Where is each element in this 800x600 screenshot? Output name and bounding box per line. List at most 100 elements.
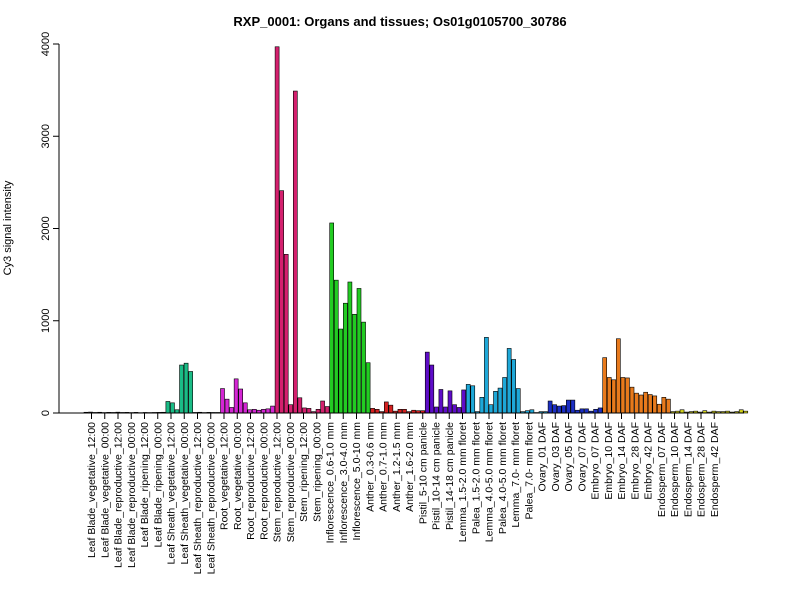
- x-tick-label: Inflorescence_5.0-10 mm: [351, 422, 363, 541]
- x-tick-label: Anther_0.7-1.0 mm: [378, 422, 390, 512]
- bar: [638, 394, 644, 414]
- x-tick-label: Leaf Blade_vegetative_12:00: [86, 422, 98, 558]
- x-tick-label: Stem_reproductive_12:00: [272, 422, 284, 542]
- bar: [484, 337, 489, 414]
- x-tick-label: Anther_0.3-0.6 mm: [364, 422, 376, 512]
- bar: [661, 397, 667, 414]
- bar: [333, 279, 339, 414]
- x-tick-label: Embryo_07 DAF: [590, 422, 602, 500]
- bar: [424, 351, 430, 414]
- x-tick-label: Inflorescence_0.6-1.0 mm: [325, 422, 337, 544]
- x-tick-label: Palea_1.5-2.0 mm floret: [470, 422, 482, 534]
- bar: [288, 404, 294, 414]
- x-tick-label: Embryo_14 DAF: [616, 422, 628, 500]
- bar: [170, 402, 175, 414]
- bar: [270, 405, 275, 414]
- bar: [297, 397, 303, 414]
- bar: [224, 398, 230, 414]
- x-tick-label: Root_reproductive_12:00: [245, 422, 257, 540]
- bar: [602, 357, 608, 414]
- x-tick-label: Embryo_42 DAF: [643, 422, 655, 500]
- bar: [579, 408, 585, 414]
- bar: [179, 364, 184, 414]
- bar: [374, 409, 380, 414]
- bar: [584, 408, 589, 414]
- x-tick-label: Stem_ripening_00:00: [311, 422, 323, 522]
- bar: [279, 190, 284, 414]
- x-tick-label: Endosperm_07 DAF: [656, 422, 668, 517]
- x-tick-label: Endosperm_42 DAF: [709, 422, 721, 517]
- bar: [402, 409, 407, 414]
- x-tick-label: Lemma_4.0-5.0 mm floret: [484, 422, 496, 542]
- x-tick-label: Pistil_5-10 cm panicle: [417, 422, 429, 524]
- bar: [743, 410, 749, 414]
- bar: [261, 409, 266, 414]
- bar: [611, 379, 617, 414]
- y-tick-label: 1000: [40, 309, 52, 333]
- x-tick-label: Leaf Blade_ripening_12:00: [139, 422, 151, 548]
- bar: [479, 397, 485, 414]
- bar: [597, 407, 603, 414]
- bar: [616, 338, 621, 414]
- axes-layer: 0 1000 2000 3000 4000: [40, 32, 744, 416]
- bar: [456, 407, 462, 414]
- bar: [356, 288, 362, 414]
- bar: [361, 321, 366, 414]
- x-tick-labels: Leaf Blade_vegetative_12:00 Leaf Blade_ve…: [86, 413, 721, 574]
- x-tick-label: Ovary_07 DAF: [576, 422, 588, 491]
- bar: [493, 391, 498, 414]
- bar: [506, 348, 512, 414]
- bar: [488, 404, 494, 414]
- x-tick-label: Embryo_10 DAF: [603, 422, 615, 500]
- bar: [252, 409, 257, 414]
- bar: [338, 328, 344, 414]
- x-tick-label: Ovary_01 DAF: [537, 422, 549, 491]
- bar: [324, 406, 330, 414]
- bar: [643, 391, 648, 414]
- bar: [625, 377, 630, 414]
- bar: [443, 406, 448, 414]
- bar: [547, 400, 553, 414]
- x-tick-label: Leaf Blade_reproductive_12:00: [113, 422, 125, 568]
- x-tick-label: Root_vegetative_12:00: [219, 422, 231, 530]
- x-tick-label: Lemma_7.0- mm floret: [510, 422, 522, 528]
- bar: [292, 90, 298, 414]
- bar: [570, 399, 576, 414]
- y-tick-label: 4000: [40, 32, 52, 56]
- bar: [343, 302, 348, 414]
- bar: [347, 281, 353, 414]
- y-tick-label: 2000: [40, 216, 52, 240]
- bar: [511, 359, 517, 414]
- bar: [515, 388, 521, 414]
- bar: [188, 371, 193, 414]
- bar: [274, 46, 280, 414]
- bar: [556, 405, 562, 414]
- bar: [447, 390, 453, 414]
- x-tick-label: Leaf Blade_reproductive_00:00: [126, 422, 138, 568]
- bar: [565, 399, 571, 414]
- x-tick-label: Leaf Sheath_reproductive_00:00: [205, 422, 217, 575]
- x-tick-label: Pistil_14-18 cm panicle: [444, 422, 456, 530]
- bar: [183, 362, 189, 414]
- bar: [370, 408, 375, 414]
- bar: [465, 384, 471, 414]
- bar: [593, 409, 598, 414]
- y-tick-label: 3000: [40, 124, 52, 148]
- bar: [306, 408, 312, 414]
- x-tick-label: Lemma_1.5-2.0 mm floret: [457, 422, 469, 542]
- x-tick-label: Leaf Sheath_vegetative_12:00: [166, 422, 178, 565]
- x-tick-label: Leaf Sheath_vegetative_00:00: [179, 422, 191, 565]
- bar: [238, 388, 243, 414]
- x-tick-label: Anther_1.6-2.0 mm: [404, 422, 416, 512]
- x-tick-label: Inflorescence_3.0-4.0 mm: [338, 422, 350, 544]
- bar: [552, 404, 557, 414]
- bar: [666, 398, 671, 414]
- bar: [233, 378, 239, 414]
- x-tick-label: Root_reproductive_00:00: [258, 422, 270, 540]
- x-tick-label: Stem_reproductive_00:00: [285, 422, 297, 542]
- bar: [438, 389, 444, 414]
- bar: [429, 364, 435, 414]
- bar: [388, 404, 394, 414]
- x-tick-label: Leaf Blade_ripening_00:00: [152, 422, 164, 548]
